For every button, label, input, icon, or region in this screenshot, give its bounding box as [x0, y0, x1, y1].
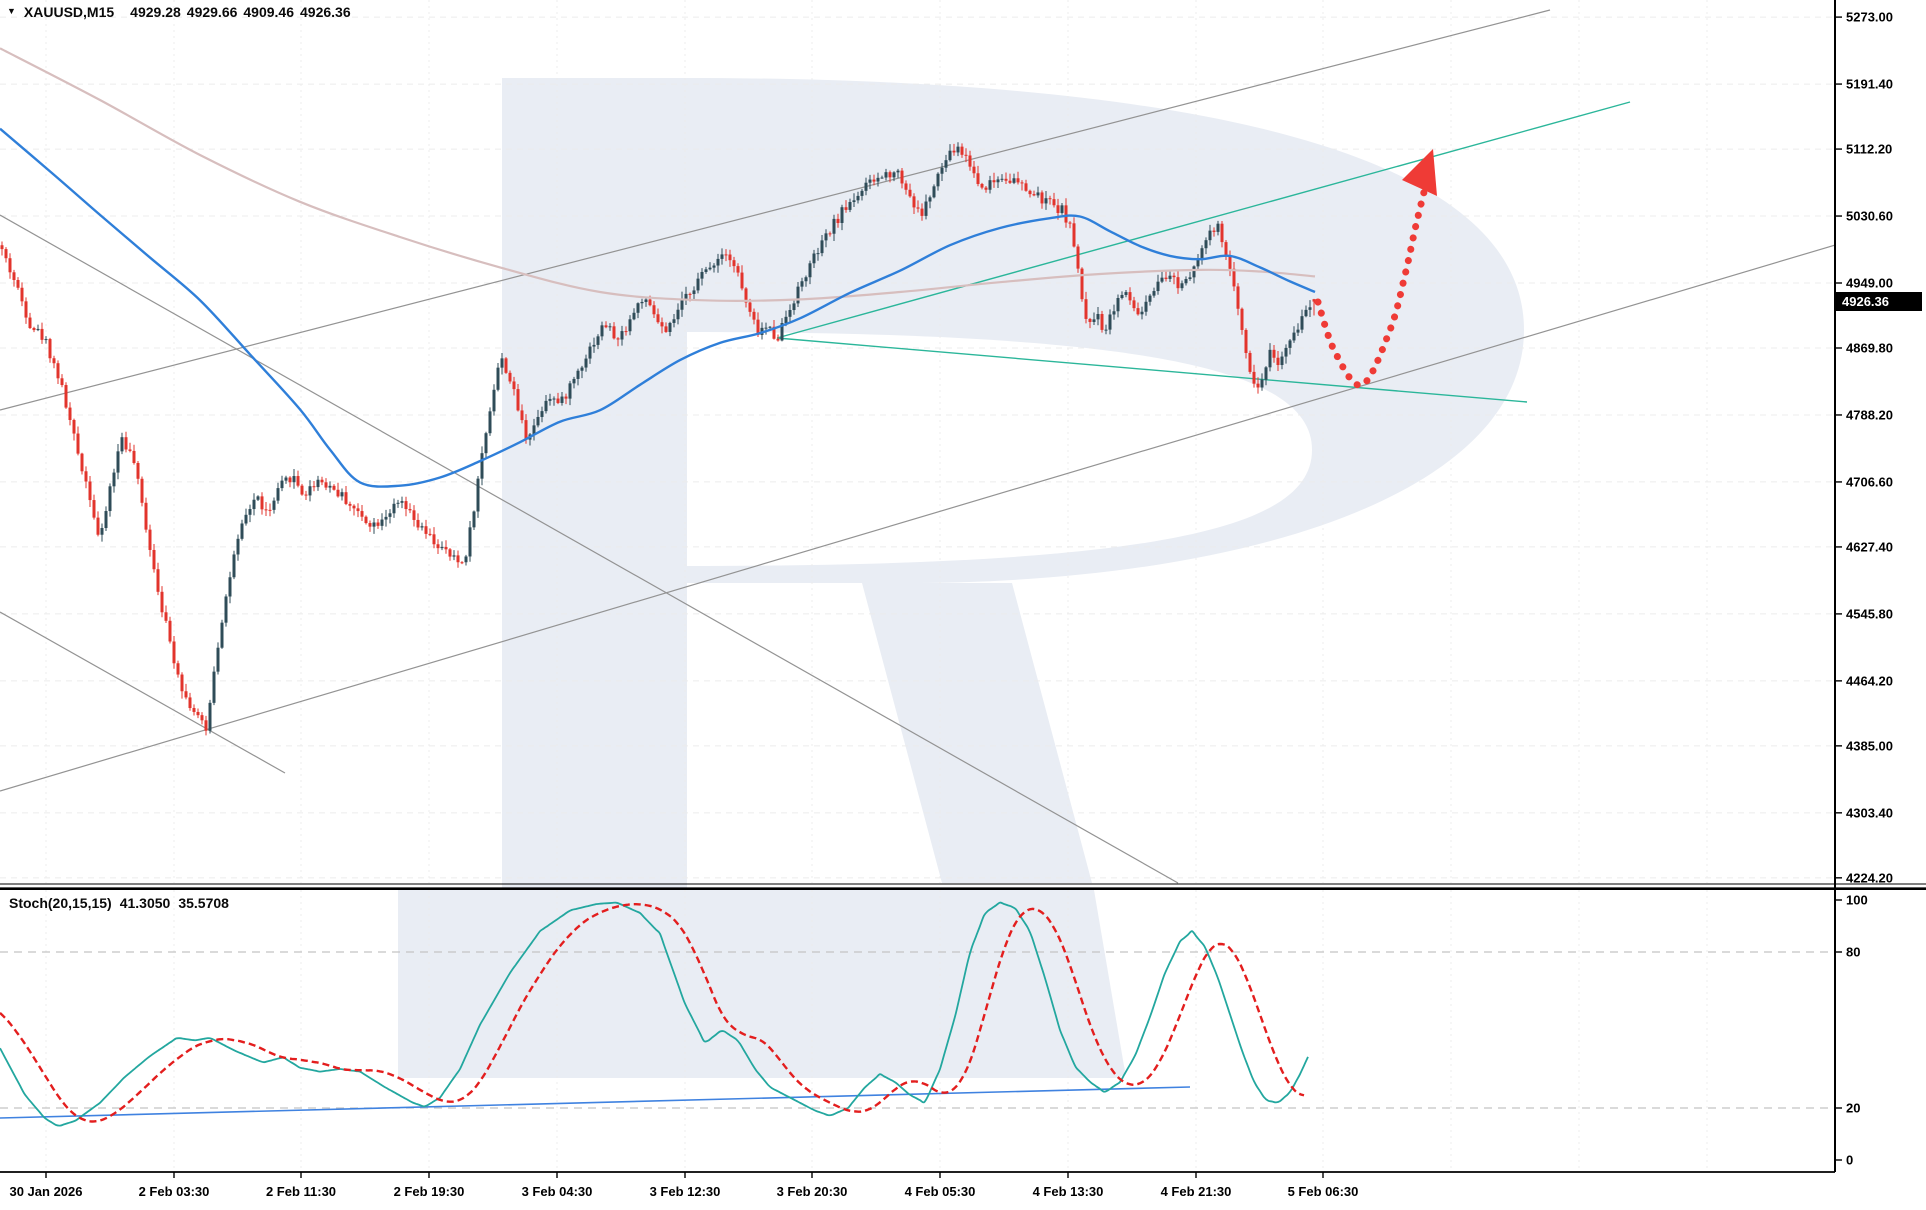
stochastic: [0, 901, 1309, 1127]
chart-chrome: [0, 0, 1926, 1173]
time-tick-label: 4 Feb 13:30: [1033, 1184, 1104, 1199]
indicator-value-signal: 35.5708: [178, 895, 229, 911]
price-tick-label: 5112.20: [1846, 142, 1892, 157]
symbol-title: XAUUSD,M15: [23, 4, 115, 20]
watermark: [398, 78, 1524, 1078]
price-axis: 5273.00 5191.40 5112.20 5030.60 4949.00 4869.…: [1835, 10, 1893, 885]
candlestick-series: [0, 142, 1316, 736]
price-tick-label: 4385.00: [1846, 738, 1893, 753]
stoch-tick-label: 100: [1846, 893, 1868, 908]
forecast-arrow: [1314, 149, 1437, 389]
indicator-label: Stoch(20,15,15) 41.3050 35.5708: [9, 895, 229, 911]
stoch-axis: 100 80 20 0: [1835, 893, 1868, 1168]
trendline-gray-downtrend-long: [0, 214, 1179, 884]
current-price-badge: 4926.36: [1836, 292, 1922, 311]
trendline-gray-resistance-upper: [0, 9, 1551, 411]
price-tick-label: 4545.80: [1846, 606, 1893, 621]
time-tick-label: 2 Feb 19:30: [394, 1184, 465, 1199]
time-tick-label: 2 Feb 11:30: [266, 1184, 336, 1199]
stoch-trendline: [0, 1086, 1191, 1119]
time-tick-label: 4 Feb 21:30: [1161, 1184, 1232, 1199]
trendlines: [0, 9, 1926, 884]
price-tick-label: 4224.20: [1846, 870, 1893, 885]
trendline-teal-wedge-lower: [776, 337, 1528, 403]
ohlc-high: 4929.66: [186, 4, 238, 20]
indicator-value-main: 41.3050: [119, 895, 171, 911]
time-tick-label: 3 Feb 12:30: [650, 1184, 721, 1199]
grid: [0, 0, 1835, 1172]
price-tick-label: 4464.20: [1846, 673, 1893, 688]
stoch-tick-label: 20: [1846, 1101, 1860, 1116]
price-tick-label: 4303.40: [1846, 805, 1893, 820]
time-axis: 30 Jan 2026 2 Feb 03:30 2 Feb 11:30 2 Feb 1…: [9, 1172, 1358, 1199]
price-tick-label: 4869.80: [1846, 340, 1893, 355]
trendline-teal-wedge-upper: [776, 101, 1631, 339]
ma-fast: [0, 127, 1316, 488]
indicator-name: Stoch(20,15,15): [9, 895, 112, 911]
trendline-gray-downtrend-short: [0, 611, 286, 774]
time-tick-label: 30 Jan 2026: [9, 1184, 82, 1199]
price-tick-label: 4706.60: [1846, 474, 1893, 489]
time-tick-label: 5 Feb 06:30: [1288, 1184, 1359, 1199]
ma-fast-line: [0, 127, 1316, 488]
price-tick-label: 5273.00: [1846, 10, 1893, 25]
trendline-gray-support-long: [0, 217, 1926, 792]
chart-header: ▼ XAUUSD,M15 4929.28 4929.66 4909.46 492…: [7, 4, 351, 20]
time-tick-label: 2 Feb 03:30: [139, 1184, 210, 1199]
stoch-signal-line: [0, 902, 1305, 1123]
stoch-tick-label: 80: [1846, 945, 1860, 960]
time-tick-label: 4 Feb 05:30: [905, 1184, 976, 1199]
price-tick-label: 4627.40: [1846, 539, 1893, 554]
ohlc-close: 4926.36: [300, 4, 351, 20]
ohlc-low: 4909.46: [243, 4, 294, 20]
ma-slow: [0, 47, 1316, 302]
price-tick-label: 5030.60: [1846, 209, 1893, 224]
ma-slow-line: [0, 47, 1316, 302]
arrow-head-icon: [1402, 149, 1437, 196]
symbol-dropdown-icon[interactable]: ▼: [7, 6, 16, 16]
time-tick-label: 3 Feb 20:30: [777, 1184, 848, 1199]
stoch-tick-label: 0: [1846, 1153, 1853, 1168]
stoch-main-line: [0, 901, 1309, 1127]
price-tick-label: 4788.20: [1846, 407, 1893, 422]
ohlc-open: 4929.28: [130, 4, 181, 20]
time-tick-label: 3 Feb 04:30: [522, 1184, 593, 1199]
price-tick-label: 4949.00: [1846, 276, 1893, 291]
price-tick-label: 5191.40: [1846, 77, 1893, 92]
